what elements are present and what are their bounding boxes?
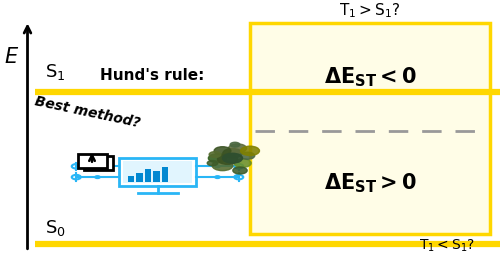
Circle shape <box>215 176 220 178</box>
Circle shape <box>223 148 242 158</box>
Bar <box>119 157 196 186</box>
Text: $\mathrm{S_0}$: $\mathrm{S_0}$ <box>45 218 66 238</box>
Circle shape <box>240 146 260 155</box>
Text: $\mathrm{T_1 < S_1}$?: $\mathrm{T_1 < S_1}$? <box>419 238 475 255</box>
Circle shape <box>230 142 240 147</box>
Bar <box>128 176 134 182</box>
Text: $E$: $E$ <box>4 47 19 67</box>
Text: Hund's rule:: Hund's rule: <box>100 68 204 83</box>
Text: $\mathbf{\Delta E_{ST} < 0}$: $\mathbf{\Delta E_{ST} < 0}$ <box>324 65 416 89</box>
Circle shape <box>214 147 231 155</box>
Bar <box>136 173 143 182</box>
Bar <box>84 156 112 170</box>
Bar <box>153 171 160 182</box>
Circle shape <box>240 152 254 159</box>
Circle shape <box>234 159 251 167</box>
Circle shape <box>207 161 218 166</box>
Circle shape <box>95 165 100 168</box>
Bar <box>78 155 106 168</box>
Circle shape <box>215 165 220 168</box>
Circle shape <box>228 144 246 153</box>
Text: $\mathrm{S_1}$: $\mathrm{S_1}$ <box>45 62 66 82</box>
Circle shape <box>95 176 100 178</box>
Circle shape <box>209 152 221 157</box>
Circle shape <box>222 153 242 163</box>
Circle shape <box>208 154 226 163</box>
Text: $\mathrm{T_1 > S_1}$?: $\mathrm{T_1 > S_1}$? <box>340 1 400 20</box>
Bar <box>250 23 490 234</box>
Circle shape <box>212 161 233 171</box>
Circle shape <box>218 154 238 164</box>
Circle shape <box>233 167 247 174</box>
Bar <box>145 169 151 182</box>
Bar <box>162 167 168 182</box>
Text: Best method?: Best method? <box>34 95 142 131</box>
Bar <box>123 161 192 183</box>
Text: $\mathbf{\Delta E_{ST} > 0}$: $\mathbf{\Delta E_{ST} > 0}$ <box>324 171 416 195</box>
